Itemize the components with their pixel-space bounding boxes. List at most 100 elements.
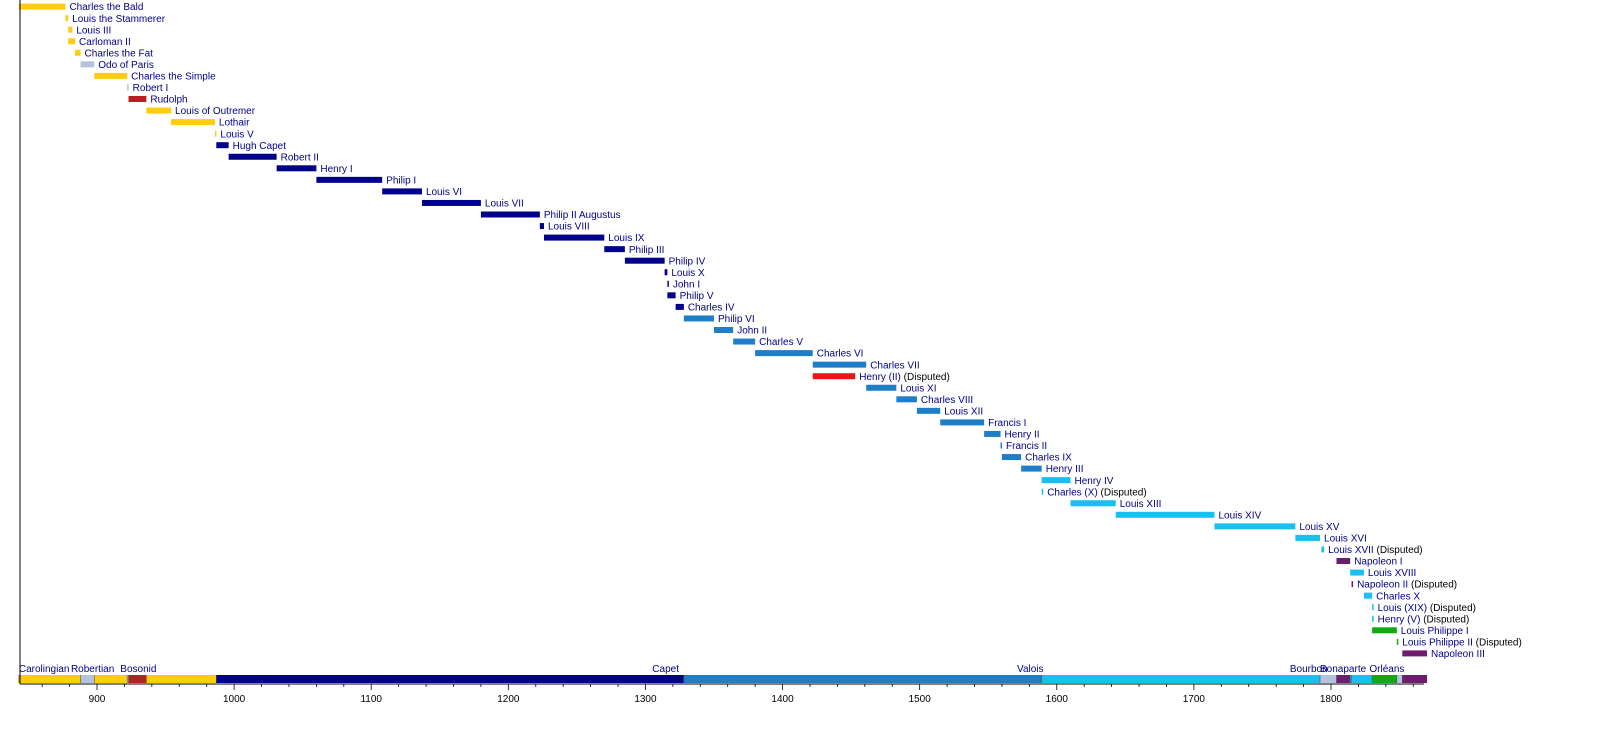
reign-label-charles-x: Charles X <box>1376 591 1420 602</box>
reign-bar-henry-iii <box>1021 465 1042 472</box>
reign-bar-charles-vii <box>812 361 867 368</box>
reign-name: Charles X <box>1376 591 1420 602</box>
reign-label-napoleon-ii: Napoleon II (Disputed) <box>1357 580 1457 591</box>
dynasty-band <box>18 675 1427 683</box>
dynasty-band-segment-carolingian <box>18 675 81 683</box>
reign-name: Louis XVIII <box>1368 568 1416 579</box>
dynasty-band-segment-bourbon <box>1041 675 1321 683</box>
reign-bar-louis-xii <box>916 407 941 414</box>
dynasty-label-robertian: Robertian <box>71 664 114 675</box>
reign-name: Henry (II) <box>859 372 901 383</box>
reign-bar-louis-xix <box>1372 604 1374 611</box>
dynasty-band-segment-carolingian <box>94 675 128 683</box>
dynasty-band-segment-bosonid <box>128 675 147 683</box>
reign-name: Philip IV <box>669 256 706 267</box>
reign-label-philip-iii: Philip III <box>629 245 665 256</box>
reign-bar-charles-iv <box>675 303 684 310</box>
reign-note: (Disputed) <box>1420 614 1469 625</box>
reign-name: Charles (X) <box>1047 487 1098 498</box>
reign-bar-charles-x <box>1363 592 1373 599</box>
reign-label-lothair: Lothair <box>219 118 250 129</box>
reign-label-henry-ii: Henry (II) (Disputed) <box>859 372 950 383</box>
reign-name: Charles the Fat <box>85 48 154 59</box>
reign-name: Philip VI <box>718 314 755 325</box>
reign-bar-charles-vi <box>755 350 813 357</box>
reign-bar-louis-xiii <box>1070 500 1116 507</box>
dynasty-band-segment-bourbon <box>1350 675 1352 683</box>
reign-bar-louis-xvi <box>1295 534 1321 541</box>
reign-label-robert-i: Robert I <box>133 83 169 94</box>
reign-name: Louis Philippe II <box>1402 637 1473 648</box>
reign-bar-charles-the-bald <box>18 3 66 10</box>
reign-name: Francis I <box>988 418 1026 429</box>
reign-name: Louis XVII <box>1328 545 1374 556</box>
reign-name: Lothair <box>219 118 250 129</box>
reign-name: Louis III <box>76 25 111 36</box>
reign-name: Odo of Paris <box>98 60 154 71</box>
reign-bar-francis-i <box>940 419 985 426</box>
reign-label-louis-xvii: Louis XVII (Disputed) <box>1328 545 1423 556</box>
reign-label-louis-philippe-i: Louis Philippe I <box>1401 626 1469 637</box>
reign-note: (Disputed) <box>1374 545 1423 556</box>
x-tick-label-1500: 1500 <box>909 694 932 705</box>
reign-name: Hugh Capet <box>233 141 287 152</box>
reign-bar-henry-v <box>1372 615 1374 622</box>
reign-bars <box>18 3 1427 657</box>
reign-bar-louis-xi <box>866 384 897 391</box>
reign-label-henry-ii: Henry II <box>1005 430 1040 441</box>
reign-name: Henry I <box>320 164 352 175</box>
reign-label-philip-ii-augustus: Philip II Augustus <box>544 210 621 221</box>
dynasty-label-valois: Valois <box>1017 664 1044 675</box>
reign-name: Louis IX <box>608 233 644 244</box>
reign-name: Louis X <box>671 268 705 279</box>
x-tick-label-1300: 1300 <box>634 694 657 705</box>
dynasty-band-segment-carolingian <box>146 675 217 683</box>
reign-bar-louis-ix <box>543 234 605 241</box>
x-tick-label-1600: 1600 <box>1046 694 1069 705</box>
reign-label-louis-xii: Louis XII <box>944 406 983 417</box>
reign-bar-louis-philippe-i <box>1372 627 1397 634</box>
reign-name: Henry IV <box>1074 476 1113 487</box>
reign-label-charles-iv: Charles IV <box>688 303 735 314</box>
reign-bar-louis-the-stammerer <box>65 15 69 22</box>
reign-label-louis-xix: Louis (XIX) (Disputed) <box>1378 603 1476 614</box>
reign-name: Louis of Outremer <box>175 106 256 117</box>
reign-note: (Disputed) <box>1427 603 1476 614</box>
dynasty-labels: Carolingian Robertian Bosonid Capet Valois Bo… <box>19 664 1405 675</box>
reign-bar-louis-vi <box>382 188 422 195</box>
reign-bar-rudolph <box>128 96 147 102</box>
reign-name: Louis XI <box>900 383 936 394</box>
reign-label-henry-iii: Henry III <box>1046 464 1084 475</box>
reign-bar-henry-ii <box>984 430 1001 437</box>
reign-name: Robert I <box>133 83 169 94</box>
dynasty-band-segment-bourbon <box>1351 675 1373 683</box>
x-tick-label-1200: 1200 <box>497 694 520 705</box>
reign-label-henry-i: Henry I <box>320 164 352 175</box>
reign-label-louis-iii: Louis III <box>76 25 111 36</box>
reign-name: Charles VI <box>817 349 864 360</box>
reign-label-charles-x: Charles (X) (Disputed) <box>1047 487 1146 498</box>
reign-name: Louis the Stammerer <box>72 14 165 25</box>
reign-label-philip-iv: Philip IV <box>669 256 706 267</box>
dynasty-label-bonaparte: Bonaparte <box>1320 664 1367 675</box>
reign-name: Charles IV <box>688 303 735 314</box>
dynasty-band-segment-valois <box>683 675 1042 683</box>
dynasty-band-segment-robertian <box>80 675 95 683</box>
reign-label-louis-xvi: Louis XVI <box>1324 534 1367 545</box>
reign-name: Louis XIII <box>1120 499 1162 510</box>
reign-name: Philip III <box>629 245 665 256</box>
reign-label-louis-of-outremer: Louis of Outremer <box>175 106 256 117</box>
reign-bar-louis-v <box>214 130 217 137</box>
reign-bar-philip-v <box>667 292 676 299</box>
reign-name: Francis II <box>1006 441 1047 452</box>
reign-label-louis-xiv: Louis XIV <box>1218 510 1261 521</box>
reign-label-charles-v: Charles V <box>759 337 803 348</box>
reign-label-charles-viii: Charles VIII <box>921 395 973 406</box>
reign-bar-philip-i <box>316 176 383 183</box>
reign-label-charles-the-simple: Charles the Simple <box>131 72 216 83</box>
reign-bar-louis-iii <box>68 26 73 33</box>
reign-label-hugh-capet: Hugh Capet <box>233 141 287 152</box>
reign-label-charles-ix: Charles IX <box>1025 453 1072 464</box>
reign-label-louis-xiii: Louis XIII <box>1120 499 1162 510</box>
